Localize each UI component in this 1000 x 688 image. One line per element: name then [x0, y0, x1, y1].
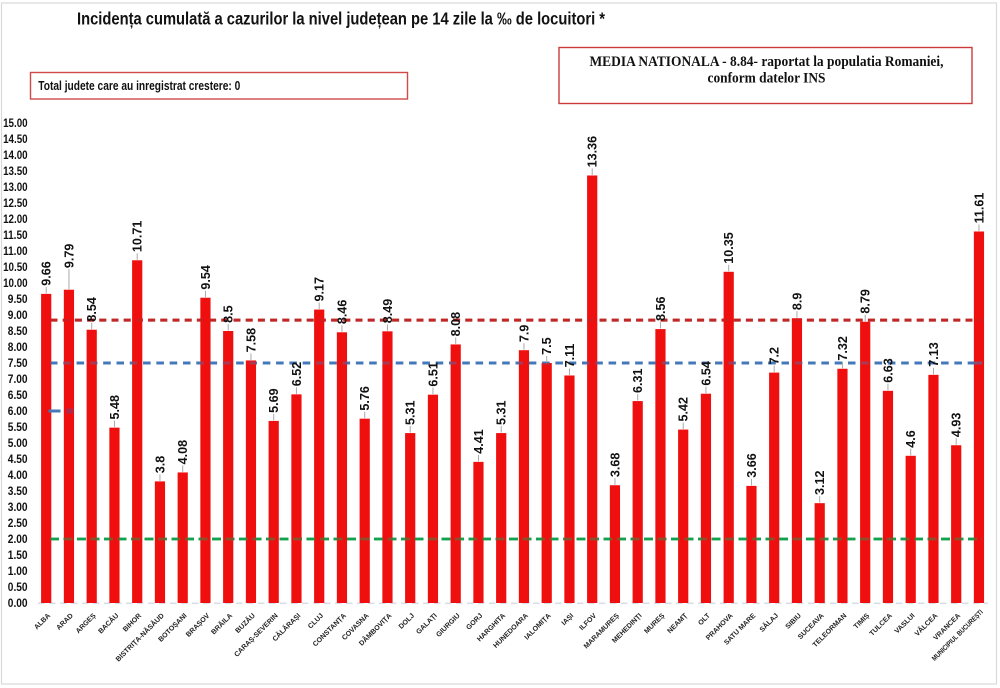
svg-text:8.5: 8.5	[222, 305, 236, 323]
svg-text:3.68: 3.68	[608, 453, 622, 478]
svg-text:7.13: 7.13	[927, 342, 941, 367]
svg-text:11.00: 11.00	[3, 246, 28, 258]
svg-text:13.36: 13.36	[586, 136, 600, 168]
svg-text:5.76: 5.76	[358, 386, 372, 411]
svg-text:12.00: 12.00	[3, 214, 28, 226]
svg-text:6.54: 6.54	[699, 361, 713, 386]
svg-text:6.00: 6.00	[8, 406, 28, 418]
svg-text:5.00: 5.00	[8, 438, 28, 450]
svg-text:5.69: 5.69	[267, 388, 281, 413]
svg-text:5.50: 5.50	[8, 422, 28, 434]
svg-text:9.79: 9.79	[62, 244, 76, 269]
svg-text:8.49: 8.49	[381, 299, 395, 324]
svg-text:5.42: 5.42	[677, 397, 691, 422]
svg-text:14.50: 14.50	[3, 134, 28, 146]
svg-text:9.17: 9.17	[313, 277, 327, 302]
svg-text:7.50: 7.50	[8, 358, 28, 370]
svg-text:11.50: 11.50	[3, 230, 28, 242]
svg-text:1.50: 1.50	[8, 550, 28, 562]
svg-text:8.56: 8.56	[654, 296, 668, 321]
svg-text:3.8: 3.8	[153, 456, 167, 474]
svg-text:15.00: 15.00	[3, 118, 28, 130]
svg-text:4.41: 4.41	[472, 429, 486, 454]
svg-text:10.50: 10.50	[3, 262, 28, 274]
svg-text:12.50: 12.50	[3, 198, 28, 210]
svg-text:3.12: 3.12	[813, 471, 827, 496]
svg-text:5.31: 5.31	[495, 400, 509, 425]
svg-text:13.00: 13.00	[3, 182, 28, 194]
svg-text:14.00: 14.00	[3, 150, 28, 162]
svg-text:0.50: 0.50	[8, 582, 28, 594]
svg-text:4.6: 4.6	[904, 430, 918, 448]
svg-text:6.63: 6.63	[881, 358, 895, 383]
svg-text:3.66: 3.66	[745, 453, 759, 478]
svg-text:7.32: 7.32	[836, 336, 850, 361]
svg-text:3.00: 3.00	[8, 502, 28, 514]
svg-text:4.50: 4.50	[8, 454, 28, 466]
svg-text:13.50: 13.50	[3, 166, 28, 178]
svg-text:9.00: 9.00	[8, 310, 28, 322]
svg-text:3.50: 3.50	[8, 486, 28, 498]
svg-text:10.00: 10.00	[3, 278, 28, 290]
svg-text:1.00: 1.00	[8, 566, 28, 578]
svg-text:9.66: 9.66	[40, 261, 54, 286]
svg-text:7.2: 7.2	[768, 347, 782, 365]
svg-text:6.50: 6.50	[8, 390, 28, 402]
svg-text:5.48: 5.48	[108, 395, 122, 420]
svg-text:8.46: 8.46	[335, 300, 349, 325]
svg-text:10.71: 10.71	[131, 221, 145, 253]
svg-text:2.50: 2.50	[8, 518, 28, 530]
svg-text:7.9: 7.9	[517, 325, 531, 343]
svg-text:Incidența cumulată a cazurilor: Incidența cumulată a cazurilor la nivel …	[77, 9, 605, 29]
svg-text:6.52: 6.52	[290, 362, 304, 387]
svg-text:conform datelor INS: conform datelor INS	[708, 71, 826, 87]
svg-text:8.08: 8.08	[449, 312, 463, 337]
svg-text:6.51: 6.51	[426, 362, 440, 387]
svg-text:9.50: 9.50	[8, 294, 28, 306]
svg-text:7.5: 7.5	[540, 337, 554, 355]
svg-text:11.61: 11.61	[972, 193, 986, 224]
svg-text:8.79: 8.79	[859, 289, 873, 314]
svg-text:6.31: 6.31	[631, 368, 645, 393]
svg-text:8.00: 8.00	[8, 342, 28, 354]
svg-text:7.00: 7.00	[8, 374, 28, 386]
svg-text:4.93: 4.93	[950, 413, 964, 438]
svg-text:7.11: 7.11	[563, 344, 577, 368]
svg-text:Total judete care au inregistr: Total judete care au inregistrat crester…	[38, 78, 240, 93]
svg-text:9.54: 9.54	[199, 265, 213, 290]
svg-text:4.08: 4.08	[176, 440, 190, 465]
svg-text:MEDIA NATIONALA - 8.84- rapor: MEDIA NATIONALA - 8.84- raportat la popu…	[590, 54, 944, 70]
svg-text:0.00: 0.00	[8, 598, 28, 610]
svg-text:2.00: 2.00	[8, 534, 28, 546]
svg-text:8.9: 8.9	[790, 293, 804, 311]
svg-text:10.35: 10.35	[722, 232, 736, 264]
svg-text:5.31: 5.31	[404, 400, 418, 425]
svg-text:7.58: 7.58	[244, 328, 258, 353]
svg-text:8.50: 8.50	[8, 326, 28, 338]
svg-text:4.00: 4.00	[8, 470, 28, 482]
svg-text:8.54: 8.54	[85, 297, 99, 322]
